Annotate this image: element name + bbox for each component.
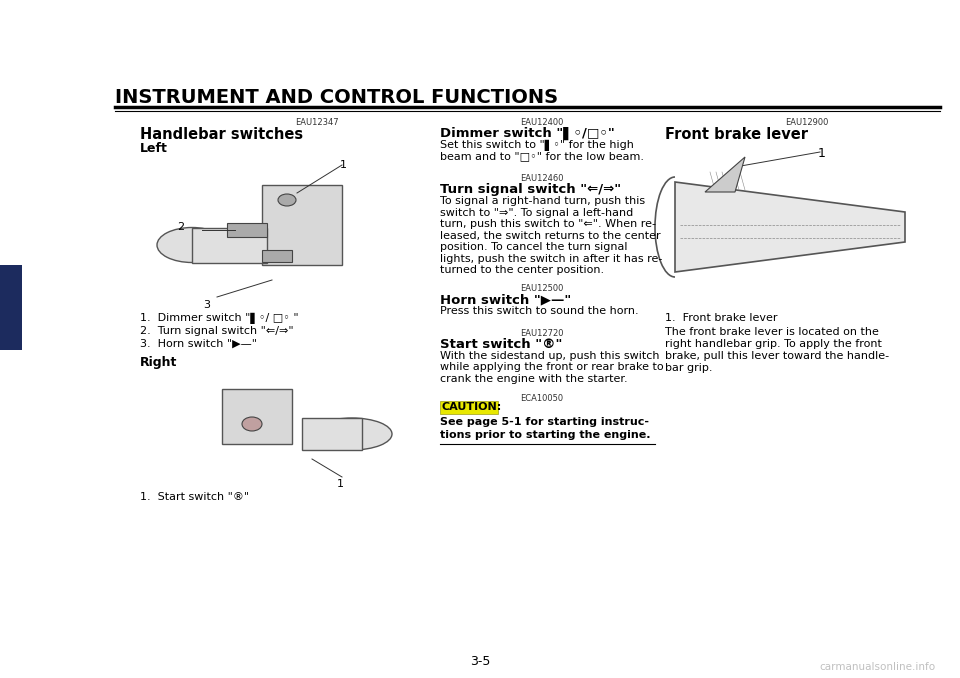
Text: crank the engine with the starter.: crank the engine with the starter.: [440, 374, 628, 384]
Text: 3: 3: [5, 298, 17, 317]
Bar: [302, 418, 362, 450]
Text: Left: Left: [140, 142, 168, 155]
Polygon shape: [675, 182, 905, 272]
Ellipse shape: [242, 417, 262, 431]
Text: carmanualsonline.info: carmanualsonline.info: [819, 662, 935, 672]
Text: 1: 1: [340, 160, 347, 170]
Bar: [262, 250, 292, 262]
Text: 1.  Front brake lever: 1. Front brake lever: [665, 313, 778, 323]
Text: Turn signal switch "⇐/⇒": Turn signal switch "⇐/⇒": [440, 183, 621, 196]
Text: 1.  Dimmer switch "▌◦/ □◦ ": 1. Dimmer switch "▌◦/ □◦ ": [140, 313, 299, 324]
Text: EAU12400: EAU12400: [520, 118, 564, 127]
Ellipse shape: [312, 418, 392, 450]
Text: Front brake lever: Front brake lever: [665, 127, 808, 142]
Text: Start switch "®": Start switch "®": [440, 338, 563, 351]
Ellipse shape: [278, 194, 296, 206]
Text: 1: 1: [818, 147, 826, 160]
Text: turned to the center position.: turned to the center position.: [440, 265, 604, 275]
Text: Press this switch to sound the horn.: Press this switch to sound the horn.: [440, 306, 638, 316]
Text: With the sidestand up, push this switch: With the sidestand up, push this switch: [440, 351, 660, 361]
Text: 3: 3: [203, 300, 210, 310]
Text: 2: 2: [177, 222, 184, 232]
Text: 1: 1: [337, 479, 344, 489]
Text: brake, pull this lever toward the handle-: brake, pull this lever toward the handle…: [665, 351, 889, 361]
Text: Dimmer switch "▌◦/□◦": Dimmer switch "▌◦/□◦": [440, 127, 614, 140]
Bar: [262, 185, 342, 265]
Text: To signal a right-hand turn, push this: To signal a right-hand turn, push this: [440, 196, 645, 206]
Text: 3-5: 3-5: [469, 655, 491, 668]
Text: Handlebar switches: Handlebar switches: [140, 127, 303, 142]
Text: tions prior to starting the engine.: tions prior to starting the engine.: [440, 430, 651, 440]
Bar: [227, 223, 267, 237]
Text: bar grip.: bar grip.: [665, 363, 712, 373]
Text: EAU12720: EAU12720: [520, 329, 564, 338]
Ellipse shape: [157, 228, 227, 262]
Text: EAU12460: EAU12460: [520, 174, 564, 183]
Bar: [222, 389, 292, 444]
Text: Set this switch to "▌◦" for the high: Set this switch to "▌◦" for the high: [440, 140, 634, 151]
Text: CAUTION:: CAUTION:: [442, 402, 502, 412]
Bar: [440, 401, 498, 414]
Text: ECA10050: ECA10050: [520, 394, 564, 403]
Text: position. To cancel the turn signal: position. To cancel the turn signal: [440, 242, 628, 252]
Text: Right: Right: [140, 356, 178, 369]
Text: EAU12900: EAU12900: [785, 118, 828, 127]
Text: EAU12347: EAU12347: [295, 118, 339, 127]
Polygon shape: [705, 157, 745, 192]
Text: See page 5-1 for starting instruc-: See page 5-1 for starting instruc-: [440, 417, 649, 427]
Text: while applying the front or rear brake to: while applying the front or rear brake t…: [440, 363, 663, 372]
Bar: [0, 265, 22, 350]
Text: The front brake lever is located on the: The front brake lever is located on the: [665, 327, 878, 337]
Text: turn, push this switch to "⇐". When re-: turn, push this switch to "⇐". When re-: [440, 219, 656, 229]
Text: beam and to "□◦" for the low beam.: beam and to "□◦" for the low beam.: [440, 151, 644, 161]
Text: lights, push the switch in after it has re-: lights, push the switch in after it has …: [440, 254, 662, 264]
Text: right handlebar grip. To apply the front: right handlebar grip. To apply the front: [665, 339, 882, 349]
Text: 1.  Start switch "®": 1. Start switch "®": [140, 492, 250, 502]
Text: switch to "⇒". To signal a left-hand: switch to "⇒". To signal a left-hand: [440, 207, 634, 218]
Text: 3.  Horn switch "▶—": 3. Horn switch "▶—": [140, 339, 257, 349]
Text: INSTRUMENT AND CONTROL FUNCTIONS: INSTRUMENT AND CONTROL FUNCTIONS: [115, 88, 558, 107]
Text: Horn switch "▶—": Horn switch "▶—": [440, 293, 571, 306]
Text: EAU12500: EAU12500: [520, 284, 564, 293]
Bar: [192, 228, 267, 263]
Text: 2.  Turn signal switch "⇐/⇒": 2. Turn signal switch "⇐/⇒": [140, 326, 294, 336]
Text: leased, the switch returns to the center: leased, the switch returns to the center: [440, 231, 660, 241]
